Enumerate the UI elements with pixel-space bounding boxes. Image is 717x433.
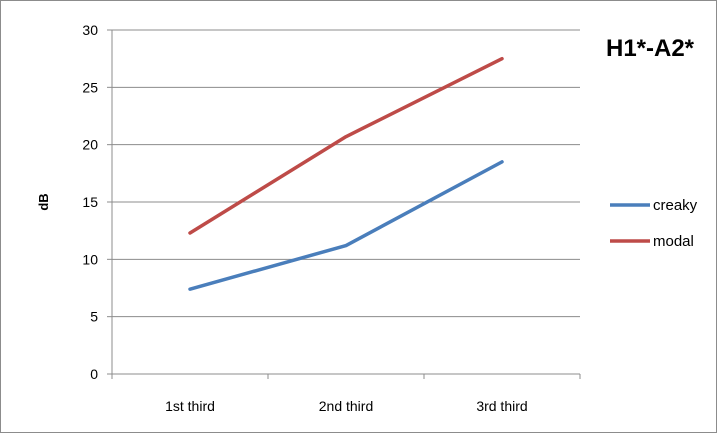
y-tick-label: 10 xyxy=(82,251,98,267)
legend: creaky modal xyxy=(610,197,698,250)
y-tick-label: 15 xyxy=(82,194,98,210)
y-tick-label: 30 xyxy=(82,22,98,38)
legend-label-modal: modal xyxy=(653,233,694,250)
y-tick-label: 5 xyxy=(90,309,98,325)
gridlines xyxy=(112,29,580,318)
x-tick-label: 3rd third xyxy=(476,398,527,414)
series-line-creaky xyxy=(188,160,504,291)
series-lines xyxy=(188,56,504,291)
y-tick-label: 20 xyxy=(82,137,98,153)
y-axis-title: dB xyxy=(36,193,51,210)
x-tick-label: 1st third xyxy=(165,398,215,414)
series-line-modal xyxy=(188,56,504,235)
y-tick-label: 25 xyxy=(82,79,98,95)
x-tick-label: 2nd third xyxy=(319,398,373,414)
y-axis-ticks: 0 5 10 15 20 25 30 xyxy=(82,22,112,382)
chart-title: H1*-A2* xyxy=(606,35,695,62)
x-axis-ticks: 1st third 2nd third 3rd third xyxy=(111,374,581,414)
y-tick-label: 0 xyxy=(90,366,98,382)
legend-label-creaky: creaky xyxy=(653,197,698,214)
